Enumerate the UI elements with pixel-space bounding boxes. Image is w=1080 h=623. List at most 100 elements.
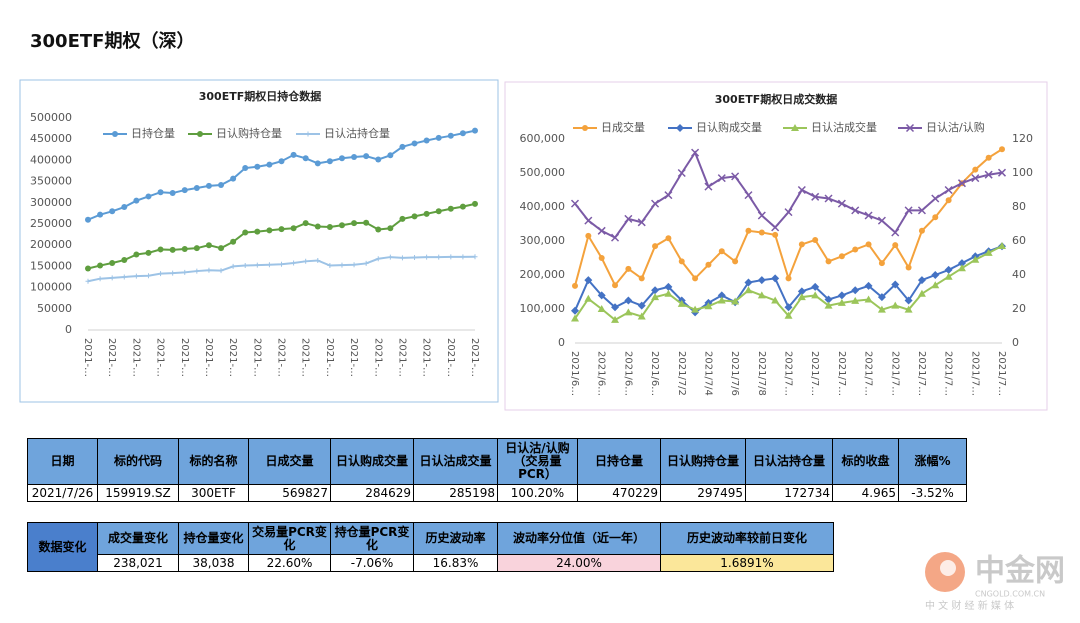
- point: [375, 256, 381, 262]
- x-tick-label: 2021/7…: [836, 351, 847, 396]
- point: [717, 291, 726, 300]
- point: [302, 220, 309, 227]
- y-tick-label: 500,000: [520, 166, 566, 179]
- y-tick-label: 150000: [30, 259, 72, 272]
- point: [133, 251, 140, 258]
- x-tick-label: 2021-…: [179, 338, 190, 377]
- point: [85, 216, 91, 223]
- point: [351, 262, 357, 268]
- point: [717, 296, 726, 304]
- point: [597, 226, 606, 235]
- point: [597, 305, 606, 312]
- point: [193, 184, 200, 191]
- point: [811, 192, 820, 201]
- y-tick-label: 100000: [30, 281, 72, 294]
- cell: 470229: [577, 484, 661, 502]
- x-tick-label: 2021-…: [445, 338, 456, 377]
- legend-label: 日认购成交量: [696, 120, 762, 134]
- x-tick-label: 2021-…: [421, 338, 432, 377]
- point: [145, 193, 152, 200]
- cell: 2021/7/26: [27, 484, 98, 502]
- y-tick-label: 100,000: [520, 302, 566, 315]
- legend-label: 日认沽成交量: [811, 120, 877, 134]
- point: [97, 262, 104, 269]
- point: [625, 265, 632, 272]
- cell: 172734: [745, 484, 833, 502]
- watermark-brand: 中金网: [975, 554, 1065, 589]
- x-tick-label: 2021/7…: [969, 351, 980, 396]
- x-tick-label: 2021/7…: [809, 351, 820, 396]
- header-cell: 日期: [27, 438, 98, 485]
- point: [290, 151, 297, 158]
- point: [387, 152, 394, 159]
- point: [387, 225, 394, 232]
- point: [85, 278, 91, 284]
- point: [459, 130, 466, 137]
- x-tick-label: 2021-…: [106, 338, 117, 377]
- point: [677, 299, 686, 307]
- point: [757, 291, 766, 299]
- point: [904, 296, 913, 305]
- legend-marker: [905, 123, 915, 133]
- point: [624, 308, 633, 316]
- point: [254, 262, 260, 268]
- point: [865, 241, 872, 248]
- point: [230, 238, 237, 245]
- point: [837, 291, 846, 300]
- point: [652, 243, 659, 250]
- point: [785, 275, 792, 282]
- point: [905, 264, 912, 271]
- x-tick-label: 2021/7/4: [702, 351, 713, 396]
- header-cell: 波动率分位值（近一年）: [497, 522, 661, 555]
- point: [278, 158, 285, 165]
- point: [637, 301, 646, 310]
- point: [851, 286, 860, 295]
- point: [945, 197, 952, 204]
- point: [664, 282, 673, 291]
- point: [411, 140, 418, 147]
- chart-frame: [19, 79, 499, 403]
- point: [254, 228, 261, 235]
- x-tick-label: 2021-…: [251, 338, 262, 377]
- chart-frame: [504, 81, 1048, 411]
- point: [824, 295, 833, 304]
- point: [598, 255, 605, 261]
- point: [985, 154, 992, 161]
- series-line: [87, 255, 476, 283]
- point: [757, 276, 766, 285]
- point: [678, 258, 685, 265]
- point: [612, 282, 619, 289]
- x-tick-label: 2021-…: [227, 338, 238, 377]
- point: [436, 254, 442, 260]
- cell: 100.20%: [497, 484, 578, 502]
- header-cell: 持仓量变化: [178, 522, 249, 555]
- point: [744, 278, 753, 287]
- point: [932, 214, 939, 221]
- point: [797, 293, 806, 301]
- y2-tick-label: 0: [1012, 336, 1019, 349]
- point: [194, 268, 200, 274]
- point: [109, 208, 116, 215]
- point: [572, 282, 578, 289]
- series-line: [87, 202, 476, 270]
- point: [732, 258, 739, 265]
- point: [957, 179, 966, 188]
- cell: -7.06%: [330, 554, 414, 572]
- point: [651, 199, 660, 208]
- x-tick-label: 2021-…: [130, 338, 141, 377]
- header-cell: 标的代码: [97, 438, 179, 485]
- point: [387, 254, 393, 260]
- point: [170, 270, 176, 276]
- point: [157, 246, 164, 253]
- point: [691, 305, 700, 313]
- cell: 285198: [413, 484, 498, 502]
- y-tick-label: 50000: [37, 302, 72, 315]
- point: [904, 206, 913, 215]
- x-tick-label: 2021-…: [203, 338, 214, 377]
- chart-title: 300ETF期权日持仓数据: [199, 89, 322, 103]
- cell: -3.52%: [898, 484, 967, 502]
- point: [877, 293, 886, 302]
- x-tick-label: 2021/6…: [569, 351, 580, 396]
- point: [314, 160, 321, 167]
- y2-tick-label: 100: [1012, 166, 1033, 179]
